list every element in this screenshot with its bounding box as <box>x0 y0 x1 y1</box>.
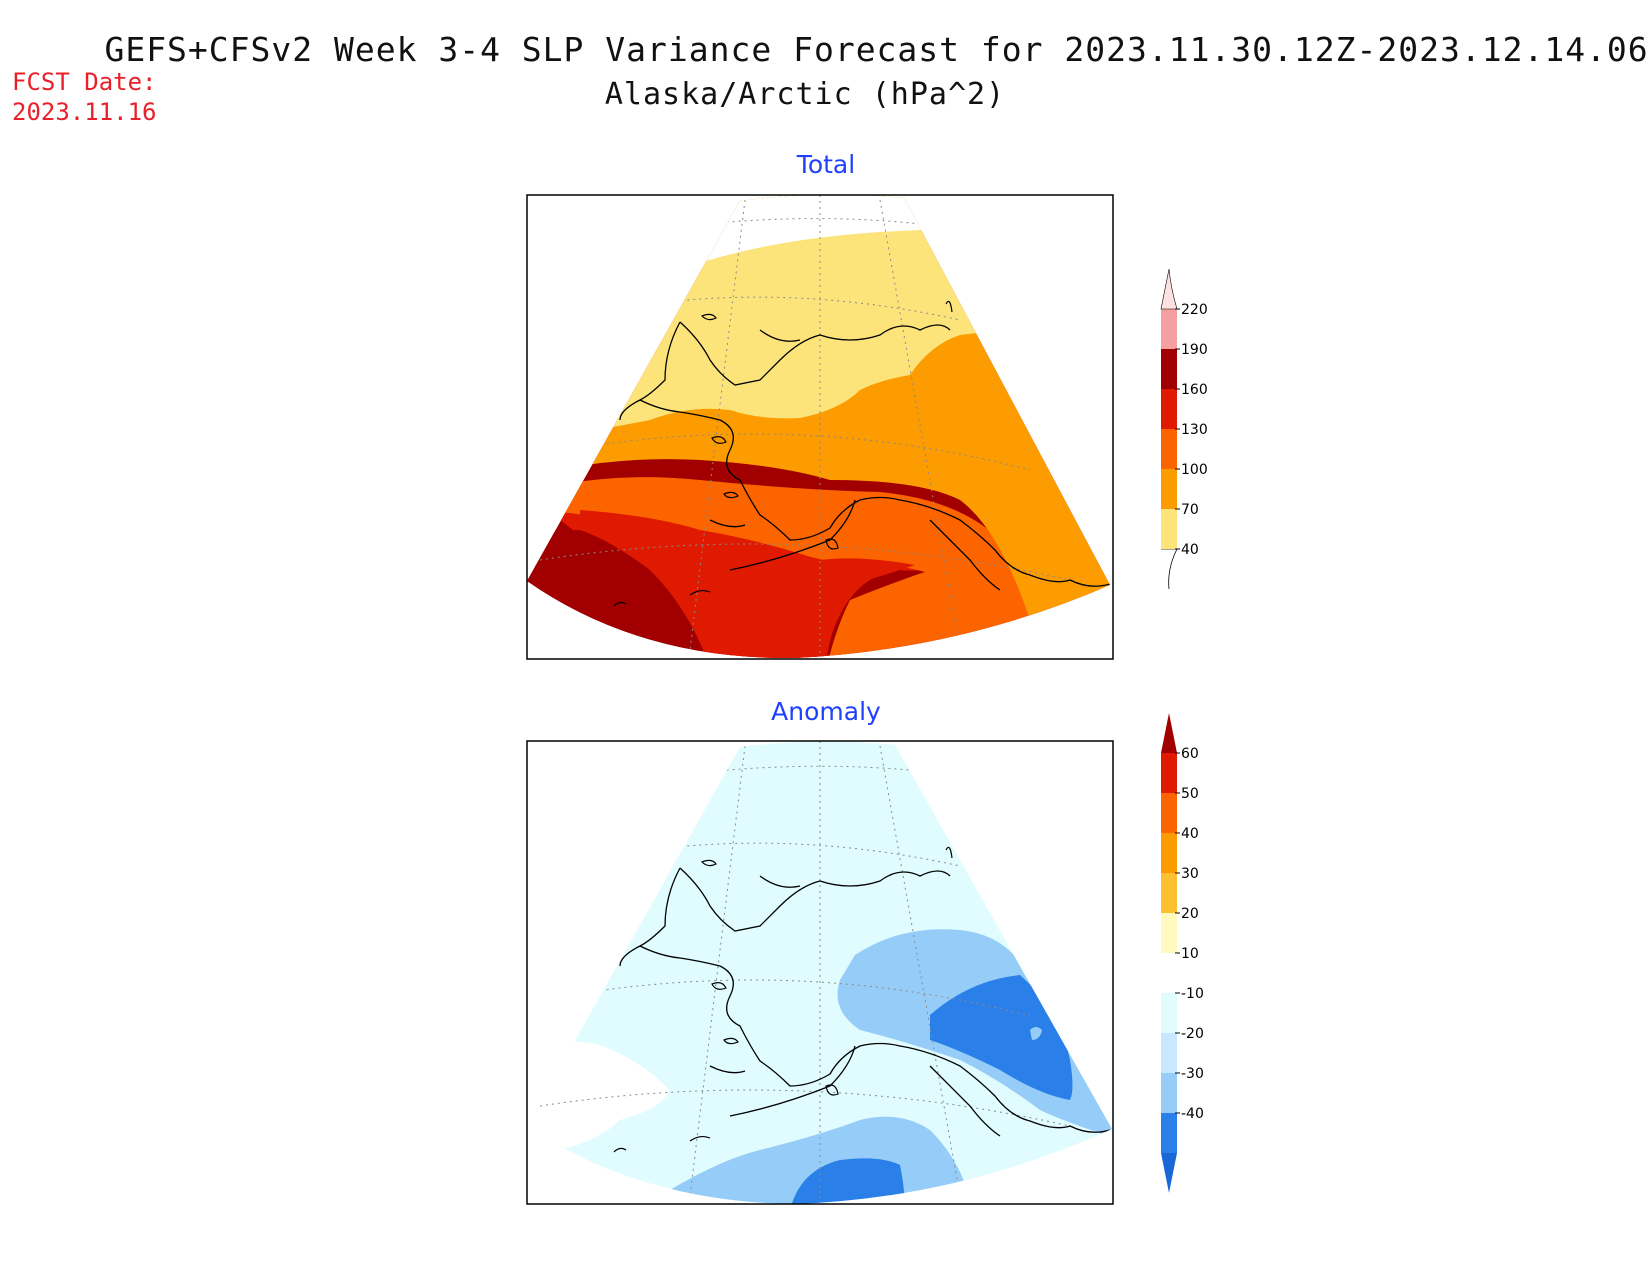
main-title: GEFS+CFSv2 Week 3-4 SLP Variance Forecas… <box>104 30 1650 69</box>
anomaly-islands <box>613 846 953 1153</box>
total-colorbar-tick-label: 190 <box>1181 342 1208 358</box>
anomaly-map <box>526 720 1114 1205</box>
total-colorbar-tick-label: 160 <box>1181 382 1208 398</box>
anomaly-colorbar-segment <box>1161 1033 1177 1073</box>
fcst-date-value: 2023.11.16 <box>12 98 157 126</box>
anomaly-colorbar-segment <box>1161 793 1177 833</box>
anomaly-top-white <box>740 720 860 740</box>
total-colorbar-upper-arrow <box>1160 268 1178 310</box>
anomaly-colorbar-segment <box>1161 1113 1177 1153</box>
anomaly-east-hole <box>1030 1027 1042 1040</box>
anomaly-colorbar-segment <box>1161 953 1177 993</box>
anomaly-colorbar-tick-label: 40 <box>1181 826 1199 842</box>
total-colorbar-tick-label: 40 <box>1181 542 1199 558</box>
total-colorbar-tick-label: 130 <box>1181 422 1208 438</box>
anomaly-panel-title: Anomaly <box>771 697 881 726</box>
anomaly-colorbar-segment <box>1161 913 1177 953</box>
anomaly-shade-neg40-neg30-south <box>790 1158 905 1204</box>
anomaly-colorbar-tick-label: -20 <box>1181 1026 1204 1042</box>
total-colorbar-segment <box>1161 509 1177 549</box>
anomaly-colorbar-tick-label: 60 <box>1181 746 1199 762</box>
total-colorbar: 40 70 100 130 160 190 220 <box>1160 268 1208 590</box>
anomaly-colorbar-tick-label: 30 <box>1181 866 1199 882</box>
total-panel-title: Total <box>796 150 856 179</box>
total-shade-red-tongue <box>580 510 915 659</box>
total-colorbar-segment <box>1161 469 1177 509</box>
total-colorbar-segment <box>1161 309 1177 349</box>
anomaly-colorbar-tick-label: -40 <box>1181 1106 1204 1122</box>
anomaly-colorbar-segment <box>1161 753 1177 793</box>
total-map-frame <box>526 194 1114 660</box>
anomaly-colorbar-segment <box>1161 1073 1177 1113</box>
anomaly-colorbar-tick-label: -10 <box>1181 986 1204 1002</box>
total-colorbar-tick-label: 70 <box>1181 502 1199 518</box>
anomaly-colorbar-segment <box>1161 873 1177 913</box>
main-subtitle: Alaska/Arctic (hPa^2) <box>604 77 1006 112</box>
total-islands <box>613 300 953 607</box>
anomaly-colorbar-tick-label: -30 <box>1181 1066 1204 1082</box>
total-colorbar-tick-label: 220 <box>1181 302 1208 318</box>
total-colorbar-segment <box>1161 389 1177 429</box>
anomaly-coastline <box>619 867 1111 1137</box>
anomaly-colorbar-segment <box>1161 833 1177 873</box>
anomaly-map-frame <box>526 740 1114 1205</box>
total-colorbar-lower-arrow <box>1161 548 1178 590</box>
total-colorbar-tick-label: 100 <box>1181 462 1208 478</box>
anomaly-colorbar-lower-arrow <box>1161 1153 1177 1193</box>
total-colorbar-segment <box>1161 429 1177 469</box>
total-map <box>526 194 1114 660</box>
anomaly-colorbar-tick-label: 50 <box>1181 786 1199 802</box>
total-coastline <box>619 321 1110 591</box>
anomaly-colorbar-tick-label: 20 <box>1181 906 1199 922</box>
fcst-date-label: FCST Date: <box>12 68 157 96</box>
anomaly-colorbar: -40 -30 -20 -10 10 20 30 40 50 60 <box>1161 713 1204 1193</box>
total-colorbar-segment <box>1161 349 1177 389</box>
anomaly-colorbar-tick-label: 10 <box>1181 946 1199 962</box>
anomaly-colorbar-upper-arrow <box>1161 713 1177 753</box>
anomaly-shade-neg40-neg30-east <box>930 975 1073 1100</box>
anomaly-colorbar-segment <box>1161 993 1177 1033</box>
